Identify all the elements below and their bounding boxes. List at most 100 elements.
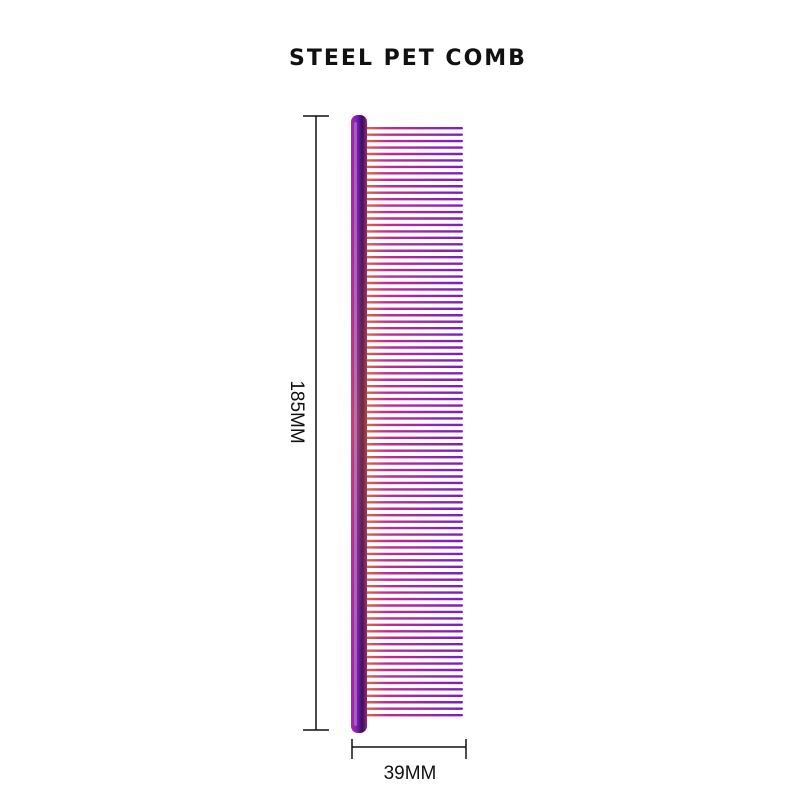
comb-tooth <box>362 623 463 627</box>
comb-tooth <box>362 139 463 143</box>
comb-tooth <box>362 494 463 498</box>
height-label: 185MM <box>286 380 307 443</box>
comb-tooth <box>362 210 463 214</box>
comb-tooth <box>362 385 463 388</box>
comb-tooth <box>362 288 463 291</box>
comb-tooth <box>362 346 463 349</box>
comb-tooth <box>362 475 463 478</box>
comb-tooth <box>362 152 463 156</box>
comb-tooth <box>362 649 463 652</box>
comb-tooth <box>362 404 463 407</box>
comb-tooth <box>362 617 463 620</box>
comb-tooth <box>362 146 463 149</box>
comb-tooth <box>362 643 463 646</box>
comb-tooth <box>362 223 463 227</box>
comb-tooth <box>362 185 463 188</box>
comb-tooth <box>362 462 463 465</box>
comb-tooth <box>362 507 463 510</box>
comb-tooth <box>362 501 463 504</box>
comb-tooth <box>362 307 463 310</box>
comb-tooth <box>362 397 463 401</box>
comb-tooth <box>362 694 463 697</box>
comb-tooth <box>362 630 463 633</box>
comb-tooth <box>362 533 463 536</box>
comb-tooth <box>362 197 463 201</box>
comb-tooth <box>362 294 463 298</box>
comb-tooth <box>362 449 463 452</box>
comb-tooth <box>362 417 463 420</box>
comb-tooth <box>362 410 463 414</box>
comb-tooth <box>362 688 463 691</box>
comb-tooth <box>362 578 463 581</box>
comb-tooth <box>362 365 463 369</box>
comb-tooth <box>362 320 463 323</box>
comb-tooth <box>362 526 463 530</box>
comb-tooth <box>362 455 463 459</box>
width-dimension: 39MM <box>351 739 467 784</box>
comb-tooth <box>362 204 463 207</box>
height-dimension: 185MM <box>286 115 329 731</box>
comb-tooth <box>362 713 463 717</box>
comb-tooth <box>362 391 463 394</box>
comb-tooth <box>362 514 463 517</box>
comb-tooth <box>362 597 463 601</box>
comb-tooth <box>362 423 463 427</box>
width-label: 39MM <box>384 763 437 784</box>
comb-tooth <box>362 468 463 472</box>
comb-tooth <box>362 681 463 685</box>
comb-tooth <box>362 610 463 614</box>
comb-tooth <box>362 520 463 523</box>
comb-teeth <box>362 127 463 717</box>
comb-tooth <box>362 636 463 639</box>
comb-tooth <box>362 584 463 588</box>
comb-tooth <box>362 546 463 549</box>
comb-tooth <box>362 256 463 259</box>
comb-tooth <box>362 372 463 375</box>
comb-tooth <box>362 565 463 568</box>
comb-tooth <box>362 133 463 136</box>
comb-tooth <box>362 326 463 330</box>
comb-tooth <box>362 701 463 704</box>
comb-tooth <box>362 668 463 672</box>
comb-tooth <box>362 191 463 194</box>
comb-tooth <box>362 430 463 433</box>
comb-tooth <box>362 217 463 220</box>
comb-tooth <box>362 159 463 162</box>
comb-tooth <box>362 333 463 336</box>
comb-tooth <box>362 314 463 317</box>
comb-tooth <box>362 488 463 491</box>
comb-tooth <box>362 655 463 659</box>
pet-comb <box>351 115 463 733</box>
comb-tooth <box>362 172 463 175</box>
comb-tooth <box>362 539 463 543</box>
comb-tooth <box>362 552 463 556</box>
comb-tooth <box>362 707 463 710</box>
comb-tooth <box>362 443 463 446</box>
comb-tooth <box>362 352 463 356</box>
comb-tooth <box>362 662 463 665</box>
comb-tooth <box>362 481 463 485</box>
comb-tooth <box>362 339 463 343</box>
comb-tooth <box>362 268 463 272</box>
comb-tooth <box>362 378 463 381</box>
comb-tooth <box>362 359 463 362</box>
comb-tooth <box>362 604 463 607</box>
comb-tooth <box>362 675 463 678</box>
comb-tooth <box>362 178 463 181</box>
comb-tooth <box>362 275 463 278</box>
comb-tooth <box>362 559 463 562</box>
comb-tooth <box>362 236 463 240</box>
comb-tooth <box>362 572 463 575</box>
comb-tooth <box>362 301 463 304</box>
comb-tooth <box>362 249 463 252</box>
comb-tooth <box>362 262 463 265</box>
comb-tooth <box>362 591 463 594</box>
comb-tooth <box>362 230 463 233</box>
comb-tooth <box>362 281 463 285</box>
comb-tooth <box>362 165 463 169</box>
comb-tooth <box>362 127 463 130</box>
page-title: STEEL PET COMB <box>289 46 527 71</box>
comb-tooth <box>362 243 463 246</box>
comb-tooth <box>362 436 463 439</box>
